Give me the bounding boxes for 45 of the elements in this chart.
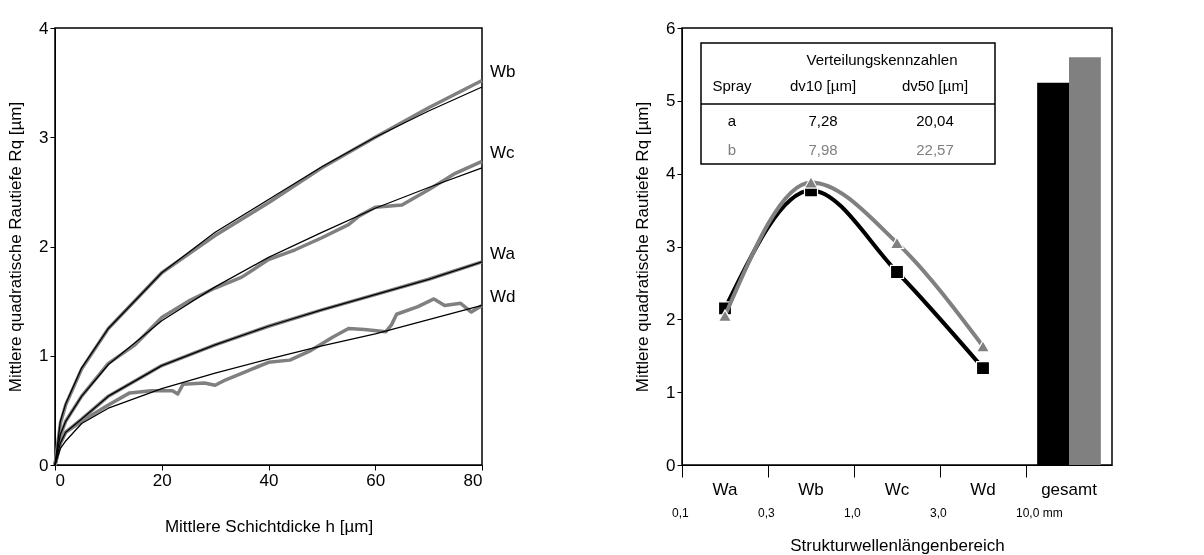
x-tick-label: Wd — [970, 479, 996, 499]
text: 0,3 — [758, 506, 776, 520]
annotation: 7,28 — [808, 112, 838, 129]
y-axis-title: Mittlere quadratische Rautiefe Rq [µm] — [633, 101, 653, 393]
text: 1,0 — [844, 506, 862, 520]
annotation: 7,98 — [808, 141, 838, 158]
x-tick-label: Wb — [798, 479, 824, 499]
annotation: Spray — [712, 77, 753, 94]
y-tick-label: 2 — [666, 309, 676, 329]
series-label: Wb — [490, 62, 516, 82]
x-tick-label: 0 — [55, 470, 65, 490]
x-tick-label: Wc — [884, 479, 910, 499]
text: 0,1 — [672, 506, 690, 520]
annotation: Verteilungskennzahlen — [806, 51, 958, 68]
y-tick-label: 5 — [666, 91, 676, 111]
text: 10,0 mm — [1016, 506, 1063, 520]
annotation: dv50 [µm] — [901, 77, 969, 94]
series-label: Wd — [490, 287, 516, 307]
y-tick-label: 1 — [666, 382, 676, 402]
annotation: a — [727, 112, 737, 129]
y-tick-label: 0 — [39, 455, 49, 475]
annotation: b — [727, 141, 737, 158]
x-tick-label: Wa — [712, 479, 738, 499]
annotation: 22,57 — [916, 141, 954, 158]
y-tick-label: 4 — [666, 164, 676, 184]
x-axis-title: Strukturwellenlängenbereich — [790, 535, 1005, 555]
x-tick-label: 40 — [259, 470, 279, 490]
annotation: dv10 [µm] — [789, 77, 857, 94]
x-tick-label: 20 — [152, 470, 172, 490]
y-axis-title: Mittlere quadratische Rautiefe Rq [µm] — [6, 101, 26, 393]
x-axis-title: Mittlere Schichtdicke h [µm] — [164, 516, 374, 536]
y-tick-label: 0 — [666, 455, 676, 475]
text: 3,0 — [930, 506, 948, 520]
y-tick-label: 3 — [666, 237, 676, 256]
y-tick-label: 2 — [39, 237, 49, 256]
y-tick-label: 6 — [666, 18, 676, 38]
x-tick-label: gesamt — [1041, 479, 1098, 499]
series-label: Wc — [490, 143, 516, 163]
annotation: 20,04 — [916, 112, 954, 129]
y-tick-label: 1 — [39, 346, 49, 366]
y-tick-label: 3 — [39, 127, 49, 147]
x-tick-label: 80 — [463, 470, 483, 490]
series-label: Wa — [490, 243, 516, 263]
y-tick-label: 4 — [39, 18, 49, 38]
x-tick-label: 60 — [366, 470, 386, 490]
